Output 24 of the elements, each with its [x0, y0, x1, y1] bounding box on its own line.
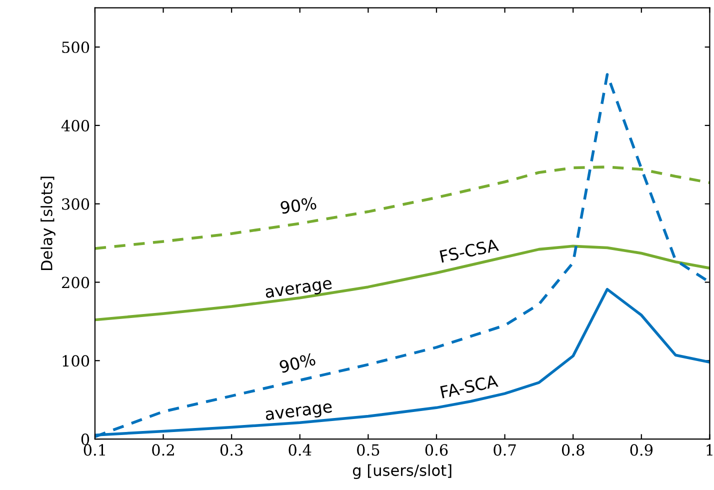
x-tick-label: 0.7: [494, 444, 516, 456]
y-tick-label: 300: [62, 198, 90, 210]
x-tick-label: 0.4: [288, 444, 312, 456]
x-tick-label: 1: [706, 444, 712, 456]
y-axis-title: Delay [slots]: [40, 176, 56, 270]
annotation: 90%: [280, 196, 317, 214]
x-tick-label: 0.6: [425, 444, 448, 456]
y-tick-label: 200: [62, 276, 90, 288]
x-tick-label: 0.1: [84, 444, 105, 456]
y-tick-label: 100: [62, 355, 90, 367]
x-tick-label: 0.8: [562, 444, 584, 456]
annotation: FS-CSA: [440, 238, 500, 263]
annotation: 90%: [278, 352, 316, 374]
y-tick-label: 0: [81, 434, 90, 446]
annotation: average: [265, 279, 333, 302]
annotation: FA-SCA: [440, 374, 498, 399]
x-tick-label: 0.9: [630, 444, 653, 456]
x-tick-label: 0.3: [220, 444, 243, 456]
annotation: average: [265, 402, 333, 424]
x-tick-label: 0.2: [152, 444, 174, 456]
y-tick-label: 500: [62, 42, 90, 54]
y-tick-label: 400: [61, 120, 90, 132]
x-tick-label: 0.5: [357, 444, 380, 456]
x-axis-title: g [users/slot]: [352, 464, 452, 480]
